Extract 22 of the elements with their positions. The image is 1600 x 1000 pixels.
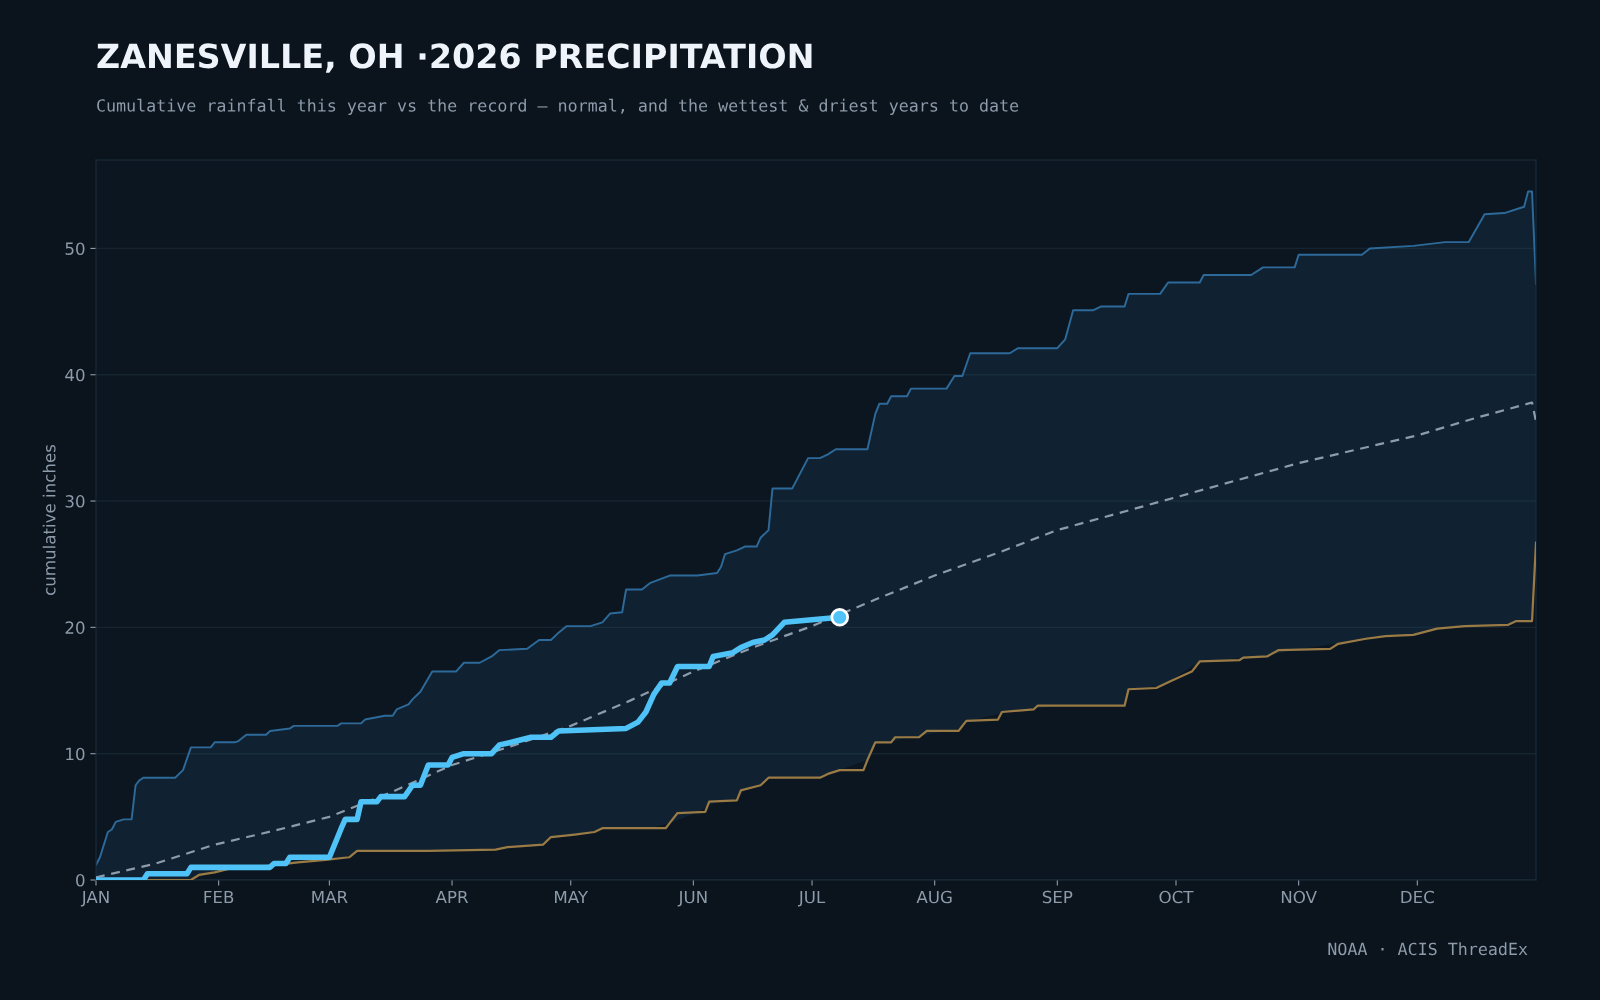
x-tick-label: APR [435, 890, 469, 904]
x-tick-label: NOV [1281, 890, 1317, 904]
x-tick-label: MAY [555, 890, 589, 904]
y-tick-label: 0 [76, 873, 85, 887]
chart-title: ZANESVILLE, OH ·2026 PRECIPITATION [97, 43, 812, 73]
x-tick-label: SEP [1042, 890, 1073, 904]
x-tick-label: JUL [797, 890, 826, 907]
x-tick-label: JAN [80, 890, 109, 907]
x-tick-label: FEB [204, 890, 234, 904]
y-tick-label: 50 [65, 242, 85, 255]
y-tick-label: 20 [65, 621, 85, 634]
x-tick-label: MAR [312, 890, 348, 904]
x-tick-label: OCT [1159, 890, 1194, 904]
x-tick-label: DEC [1401, 890, 1434, 904]
y-tick-label: 10 [66, 747, 85, 761]
y-tick-label: 40 [65, 368, 85, 382]
chart-subtitle: Cumulative rainfall this year vs the record — normal, and the wettest & driest years to date [97, 98, 1019, 115]
x-tick-label: JUN [677, 890, 707, 907]
x-tick-label: AUG [916, 890, 952, 904]
y-axis-title: cumulative inches [42, 444, 56, 595]
text: NOAA · ACIS ThreadEx [1328, 942, 1528, 956]
y-tick-label: 30 [65, 495, 85, 508]
